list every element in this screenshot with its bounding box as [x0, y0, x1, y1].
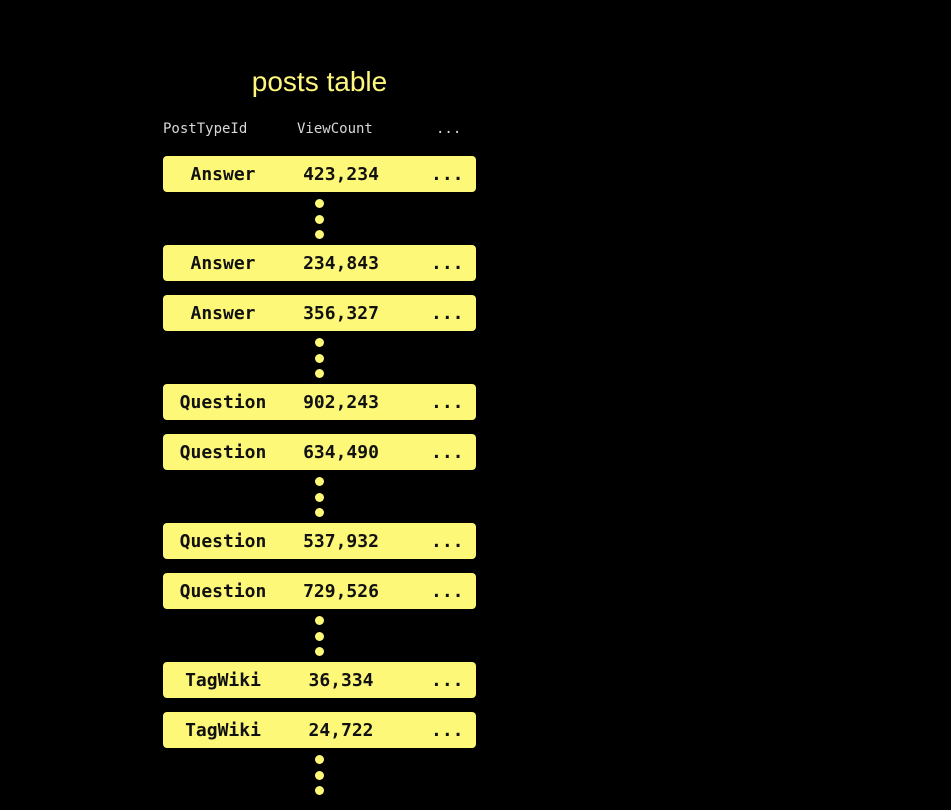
table-row: TagWiki 36,334... [163, 662, 476, 698]
ellipsis-dot [315, 215, 324, 224]
row-posttypeid: Answer [190, 253, 256, 274]
row-more: ... [431, 253, 464, 274]
table-row: Question 729,526... [163, 573, 476, 609]
row-viewcount: 234,843 [303, 253, 379, 274]
ellipsis-dot [315, 199, 324, 208]
ellipsis-dot [315, 755, 324, 764]
row-posttypeid: Question [179, 392, 267, 413]
row-viewcount: 729,526 [303, 581, 379, 602]
table-row: Answer 234,843... [163, 245, 476, 281]
diagram-title: posts table [251, 66, 388, 97]
ellipsis-dot [315, 338, 324, 347]
row-posttypeid: TagWiki [185, 720, 261, 741]
row-more: ... [431, 442, 464, 463]
table-row: Answer 423,234... [163, 156, 476, 192]
row-viewcount: 24,722 [308, 720, 374, 741]
ellipsis-dot [315, 786, 324, 795]
table-row: Question 537,932... [163, 523, 476, 559]
row-posttypeid: Question [179, 531, 267, 552]
row-viewcount: 537,932 [303, 531, 379, 552]
row-more: ... [431, 670, 464, 691]
row-posttypeid: Answer [190, 164, 256, 185]
row-posttypeid: Question [179, 581, 267, 602]
header-viewcount: ViewCount [297, 121, 373, 137]
row-more: ... [431, 303, 464, 324]
row-posttypeid: Answer [190, 303, 256, 324]
row-more: ... [431, 392, 464, 413]
row-viewcount: 356,327 [303, 303, 379, 324]
row-viewcount: 423,234 [303, 164, 379, 185]
row-more: ... [431, 164, 464, 185]
row-viewcount: 902,243 [303, 392, 379, 413]
ellipsis-dot [315, 354, 324, 363]
row-viewcount: 36,334 [308, 670, 374, 691]
ellipsis-dot [315, 493, 324, 502]
row-more: ... [431, 581, 464, 602]
table-row: TagWiki 24,722... [163, 712, 476, 748]
table-row: Answer 356,327... [163, 295, 476, 331]
ellipsis-dot [315, 508, 324, 517]
ellipsis-dot [315, 230, 324, 239]
row-posttypeid: Question [179, 442, 267, 463]
ellipsis-dot [315, 632, 324, 641]
header-posttypeid: PostTypeId [163, 121, 248, 137]
header-more: ... [436, 121, 462, 137]
row-viewcount: 634,490 [303, 442, 379, 463]
ellipsis-dot [315, 771, 324, 780]
ellipsis-dot [315, 616, 324, 625]
row-more: ... [431, 720, 464, 741]
table-row: Question 902,243... [163, 384, 476, 420]
row-posttypeid: TagWiki [185, 670, 261, 691]
ellipsis-dot [315, 477, 324, 486]
ellipsis-dot [315, 369, 324, 378]
row-more: ... [431, 531, 464, 552]
ellipsis-dot [315, 647, 324, 656]
table-row: Question 634,490... [163, 434, 476, 470]
